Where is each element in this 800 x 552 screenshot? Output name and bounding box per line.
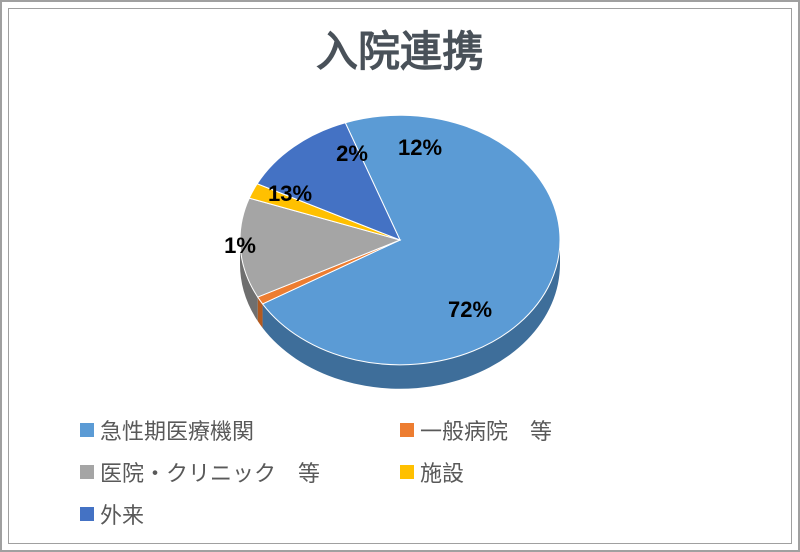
legend-label: 施設: [420, 456, 464, 488]
legend-label: 外来: [100, 498, 144, 530]
legend-item: 医院・クリニック 等: [80, 456, 400, 488]
slice-label: 2%: [336, 141, 368, 167]
slice-label: 72%: [448, 297, 492, 323]
slice-label: 13%: [268, 181, 312, 207]
legend-item: 施設: [400, 456, 720, 488]
slice-label: 1%: [224, 233, 256, 259]
pie-svg: [220, 70, 580, 454]
legend-item: 一般病院 等: [400, 414, 720, 446]
legend-swatch: [80, 507, 94, 521]
legend: 急性期医療機関 一般病院 等医院・クリニック 等 施設外来: [80, 414, 720, 530]
legend-swatch: [80, 423, 94, 437]
legend-label: 医院・クリニック 等: [100, 456, 320, 488]
slice-label: 12%: [398, 135, 442, 161]
legend-label: 一般病院 等: [420, 414, 552, 446]
pie-chart: 72% 1% 13% 2% 12%: [190, 70, 610, 410]
legend-swatch: [400, 423, 414, 437]
legend-swatch: [400, 465, 414, 479]
legend-label: 急性期医療機関: [100, 414, 254, 446]
legend-item: 外来: [80, 498, 400, 530]
legend-item: 急性期医療機関: [80, 414, 400, 446]
legend-swatch: [80, 465, 94, 479]
